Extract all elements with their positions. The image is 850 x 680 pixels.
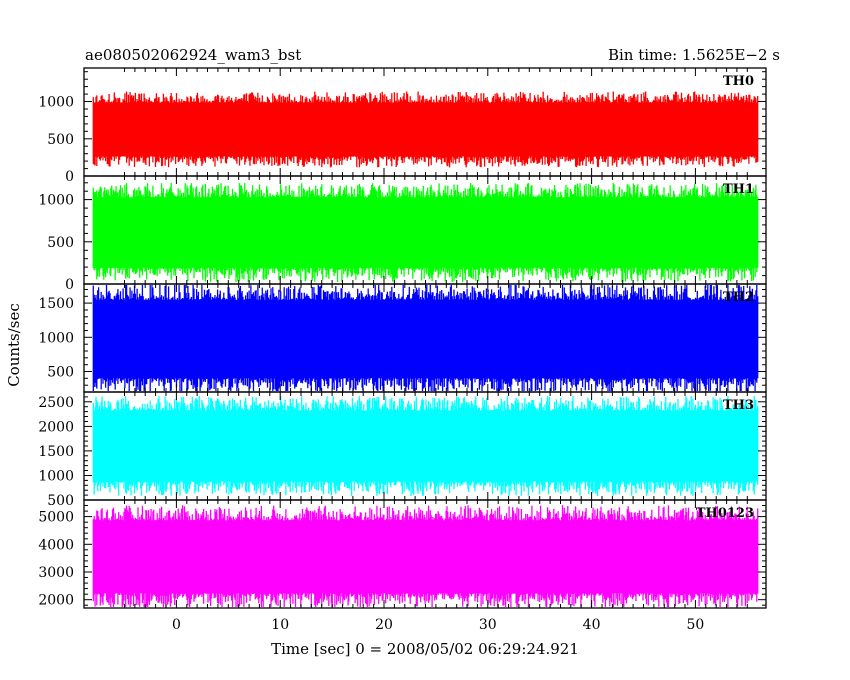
y-tick-label: 3000: [38, 565, 74, 581]
series-th0-line: [92, 91, 759, 168]
panel-label-th3: TH3: [723, 398, 754, 413]
series-th1-line: [92, 182, 759, 283]
series-th0123-line: [92, 505, 759, 607]
y-tick-label: 500: [47, 235, 74, 251]
chart-title: ae080502062924_wam3_bst: [85, 46, 301, 64]
series-th3-line: [92, 395, 759, 497]
x-tick-labels: 0 10 20 30 40 50: [172, 617, 704, 633]
y-tick-label: 1500: [38, 444, 74, 460]
x-tick-label: 10: [271, 617, 289, 633]
x-tick-label: 0: [172, 617, 181, 633]
y-tick-label: 2500: [38, 395, 74, 411]
panel-label-th2: TH2: [723, 290, 754, 305]
y-tick-label: 4000: [38, 537, 74, 553]
y-tick-label: 500: [47, 132, 74, 148]
x-tick-label: 40: [583, 617, 601, 633]
y-tick-label: 500: [47, 493, 74, 509]
bin-time-label: Bin time: 1.5625E−2 s: [608, 46, 780, 64]
series-th2-line: [92, 285, 759, 391]
x-tick-label: 50: [686, 617, 704, 633]
y-axis-label: Counts/sec: [5, 303, 23, 387]
y-tick-label: 2000: [38, 419, 74, 435]
y-tick-label: 0: [65, 169, 74, 185]
panel-label-th0: TH0: [723, 74, 754, 89]
y-tick-label: 1000: [38, 469, 74, 485]
y-tick-label: 5000: [38, 510, 74, 526]
y-tick-label: 2000: [38, 593, 74, 609]
y-tick-label: 0: [65, 277, 74, 293]
x-tick-label: 30: [479, 617, 497, 633]
x-axis-label: Time [sec] 0 = 2008/05/02 06:29:24.921: [271, 640, 579, 658]
y-tick-label: 1500: [38, 296, 74, 312]
panel-label-th1: TH1: [723, 182, 754, 197]
y-tick-label: 1000: [38, 193, 74, 209]
y-tick-label: 500: [47, 365, 74, 381]
panel-label-th0123: TH0123: [696, 506, 754, 521]
x-tick-label: 20: [375, 617, 393, 633]
y-tick-label: 1000: [38, 330, 74, 346]
panels-group: 0 500 1000 TH0 0 500 1000 TH1 500 1000 1500 TH2 500 1…: [38, 67, 767, 609]
y-tick-label: 1000: [38, 95, 74, 111]
